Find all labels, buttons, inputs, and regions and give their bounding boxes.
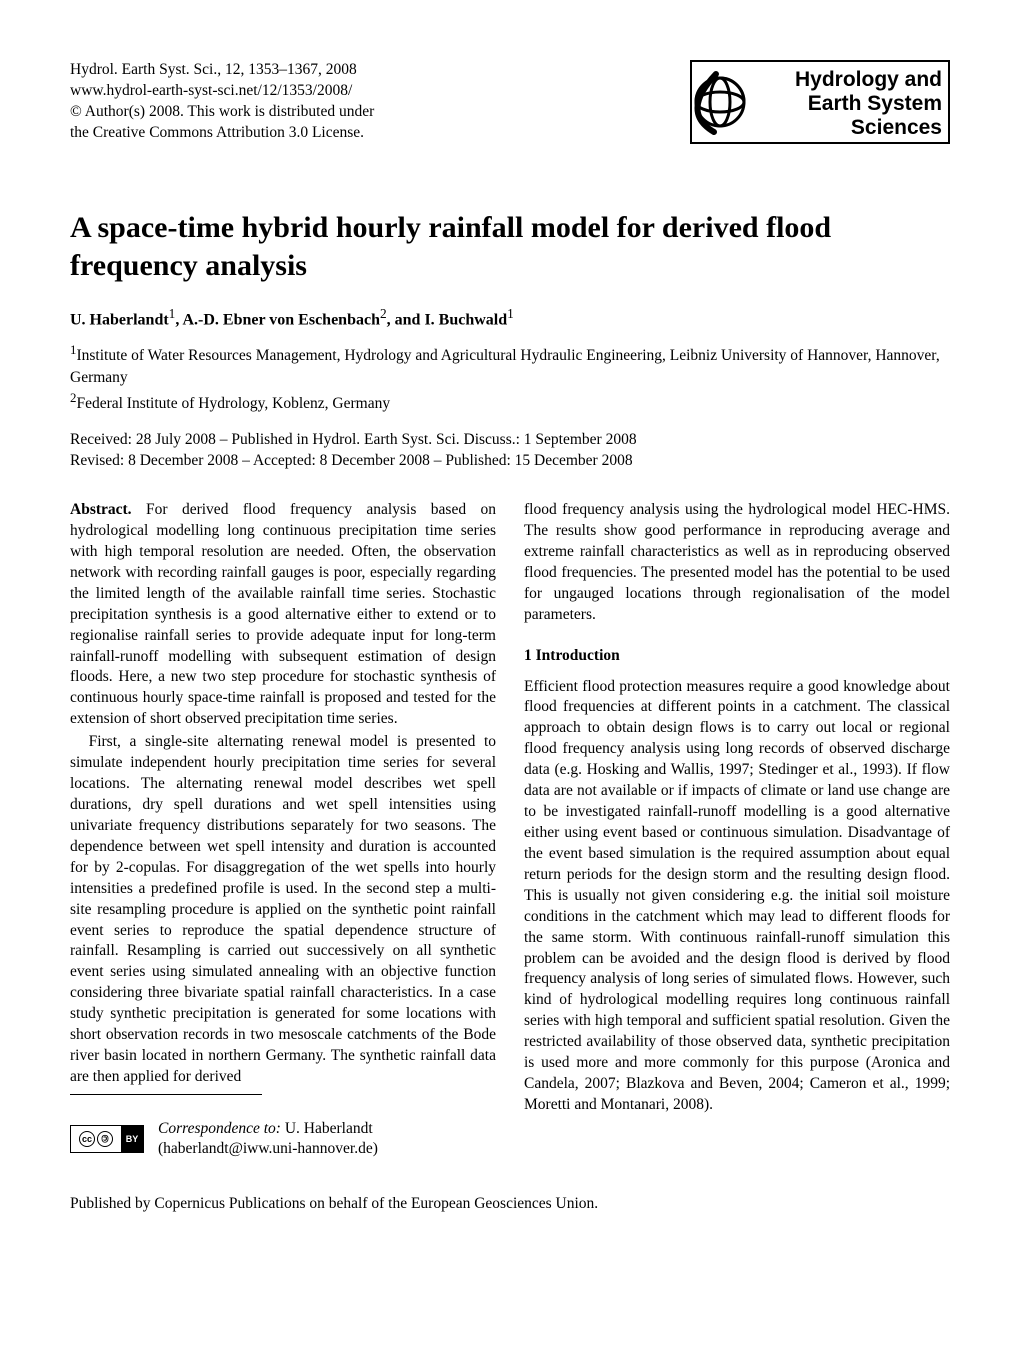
journal-logo: Hydrology and Earth System Sciences (690, 60, 950, 149)
correspondence-text: Correspondence to: U. Haberlandt (haberl… (158, 1119, 378, 1159)
dates-line-1: Received: 28 July 2008 – Published in Hy… (70, 429, 950, 451)
correspondence-label: Correspondence to: (158, 1120, 281, 1137)
manuscript-dates: Received: 28 July 2008 – Published in Hy… (70, 429, 950, 472)
authors: U. Haberlandt1, A.-D. Ebner von Eschenba… (70, 306, 950, 329)
dates-line-2: Revised: 8 December 2008 – Accepted: 8 D… (70, 450, 950, 472)
body-columns: Abstract. For derived flood frequency an… (70, 500, 950, 1159)
logo-line2: Earth System (808, 92, 942, 115)
logo-line1: Hydrology and (795, 68, 942, 91)
meta-citation: Hydrol. Earth Syst. Sci., 12, 1353–1367,… (70, 60, 374, 81)
abstract-p3: flood frequency analysis using the hydro… (524, 500, 950, 626)
by-circle-icon: 🄯 (97, 1131, 113, 1147)
meta-copyright-2: the Creative Commons Attribution 3.0 Lic… (70, 123, 374, 144)
paper-title: A space-time hybrid hourly rainfall mode… (70, 209, 950, 284)
affiliation-1: 1Institute of Water Resources Management… (70, 341, 950, 389)
footnote-rule (70, 1094, 262, 1095)
correspondence-name: U. Haberlandt (285, 1120, 373, 1137)
affiliation-2: 2Federal Institute of Hydrology, Koblenz… (70, 389, 950, 415)
section-1-p1: Efficient flood protection measures requ… (524, 677, 950, 1116)
correspondence-block: cc 🄯 BY Correspondence to: U. Haberlandt… (70, 1119, 496, 1159)
meta-url: www.hydrol-earth-syst-sci.net/12/1353/20… (70, 81, 374, 102)
abstract-label: Abstract. (70, 501, 132, 518)
section-1-heading: 1 Introduction (524, 646, 950, 667)
affiliations: 1Institute of Water Resources Management… (70, 341, 950, 414)
cc-circle-icon: cc (79, 1131, 95, 1147)
by-label: BY (121, 1126, 143, 1152)
abstract-p2: First, a single-site alternating renewal… (70, 732, 496, 1088)
journal-logo-graphic: Hydrology and Earth System Sciences (690, 60, 950, 144)
publisher-footer: Published by Copernicus Publications on … (70, 1195, 950, 1213)
correspondence-email: (haberlandt@iww.uni-hannover.de) (158, 1140, 378, 1157)
cc-by-badge-icon: cc 🄯 BY (70, 1125, 144, 1153)
abstract-p1: Abstract. For derived flood frequency an… (70, 500, 496, 730)
journal-meta: Hydrol. Earth Syst. Sci., 12, 1353–1367,… (70, 60, 374, 144)
logo-line3: Sciences (851, 116, 942, 139)
meta-copyright-1: © Author(s) 2008. This work is distribut… (70, 102, 374, 123)
